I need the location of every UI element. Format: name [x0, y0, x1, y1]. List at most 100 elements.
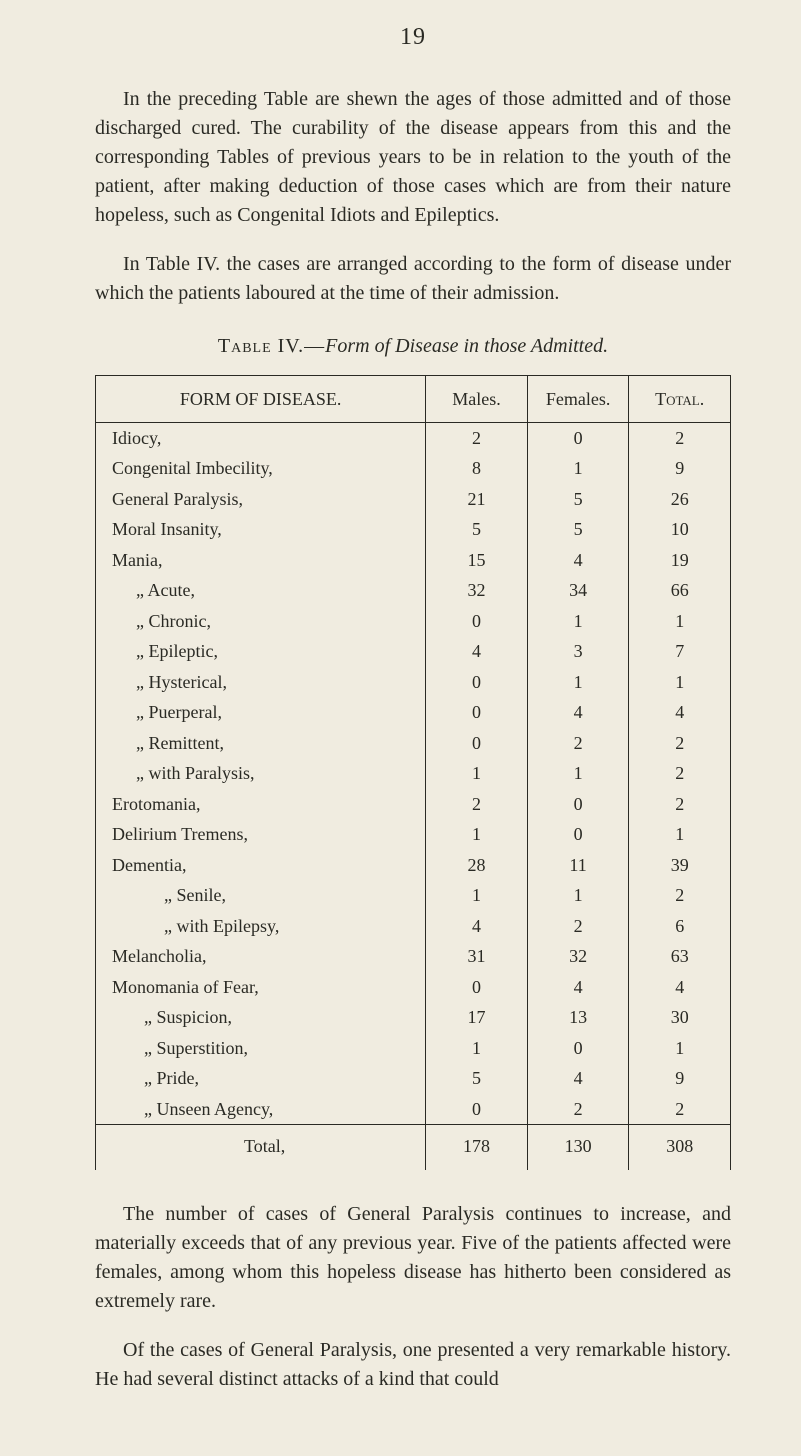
row-males: 0 [426, 1094, 528, 1125]
row-total: 4 [629, 697, 731, 728]
row-label: „ Hysterical, [96, 667, 426, 698]
table-row: Melancholia,313263 [96, 941, 731, 972]
row-males: 4 [426, 911, 528, 942]
row-label: „ Acute, [96, 575, 426, 606]
row-label: Mania, [96, 545, 426, 576]
paragraph-4: Of the cases of General Paralysis, one p… [95, 1336, 731, 1394]
row-males: 2 [426, 789, 528, 820]
row-total: 19 [629, 545, 731, 576]
row-males: 21 [426, 484, 528, 515]
row-total: 1 [629, 606, 731, 637]
row-females: 34 [527, 575, 629, 606]
row-males: 31 [426, 941, 528, 972]
col-females: Females. [527, 375, 629, 422]
table-row: „ with Paralysis,112 [96, 758, 731, 789]
row-label: General Paralysis, [96, 484, 426, 515]
col-form: FORM OF DISEASE. [96, 375, 426, 422]
row-females: 1 [527, 880, 629, 911]
table-row: Monomania of Fear,044 [96, 972, 731, 1003]
row-total: 2 [629, 758, 731, 789]
table-row: „ Unseen Agency,022 [96, 1094, 731, 1125]
paragraph-2: In Table IV. the cases are arranged acco… [95, 250, 731, 308]
row-females: 1 [527, 453, 629, 484]
table-total-row: Total,178130308 [96, 1125, 731, 1170]
row-total: 4 [629, 972, 731, 1003]
row-label: „ Superstition, [96, 1033, 426, 1064]
table-row: Delirium Tremens,101 [96, 819, 731, 850]
row-males: 15 [426, 545, 528, 576]
table-row: Moral Insanity,5510 [96, 514, 731, 545]
row-males: 5 [426, 1063, 528, 1094]
table-row: „ with Epilepsy,426 [96, 911, 731, 942]
row-total: 7 [629, 636, 731, 667]
row-females: 5 [527, 514, 629, 545]
row-total: 6 [629, 911, 731, 942]
table-row: „ Hysterical,011 [96, 667, 731, 698]
row-total: 2 [629, 880, 731, 911]
row-males: 4 [426, 636, 528, 667]
page: 19 In the preceding Table are shewn the … [0, 0, 801, 1456]
row-total: 2 [629, 789, 731, 820]
row-total: 9 [629, 453, 731, 484]
table-row: Idiocy,202 [96, 422, 731, 453]
row-females: 4 [527, 697, 629, 728]
row-females: 4 [527, 1063, 629, 1094]
disease-table: FORM OF DISEASE. Males. Females. Total. … [95, 375, 731, 1170]
total-females: 130 [527, 1125, 629, 1170]
row-label: Melancholia, [96, 941, 426, 972]
row-males: 5 [426, 514, 528, 545]
table-row: Erotomania,202 [96, 789, 731, 820]
table-row: „ Suspicion,171330 [96, 1002, 731, 1033]
row-label: „ Senile, [96, 880, 426, 911]
table-row: „ Remittent,022 [96, 728, 731, 759]
table-row: „ Chronic,011 [96, 606, 731, 637]
table-row: General Paralysis,21526 [96, 484, 731, 515]
row-total: 39 [629, 850, 731, 881]
row-label: „ Unseen Agency, [96, 1094, 426, 1125]
row-total: 66 [629, 575, 731, 606]
row-males: 1 [426, 758, 528, 789]
row-females: 4 [527, 545, 629, 576]
row-total: 30 [629, 1002, 731, 1033]
paragraph-3: The number of cases of General Paralysis… [95, 1200, 731, 1316]
row-label: „ Remittent, [96, 728, 426, 759]
row-label: „ Chronic, [96, 606, 426, 637]
row-label: „ Suspicion, [96, 1002, 426, 1033]
row-label: „ with Paralysis, [96, 758, 426, 789]
row-males: 0 [426, 667, 528, 698]
row-males: 8 [426, 453, 528, 484]
row-females: 13 [527, 1002, 629, 1033]
col-total: Total. [629, 375, 731, 422]
row-label: Monomania of Fear, [96, 972, 426, 1003]
table-row: Dementia,281139 [96, 850, 731, 881]
page-number: 19 [95, 20, 731, 55]
row-total: 63 [629, 941, 731, 972]
total-males: 178 [426, 1125, 528, 1170]
row-females: 1 [527, 758, 629, 789]
row-label: „ Pride, [96, 1063, 426, 1094]
col-males: Males. [426, 375, 528, 422]
table-row: „ Acute,323466 [96, 575, 731, 606]
row-males: 28 [426, 850, 528, 881]
row-males: 0 [426, 606, 528, 637]
paragraph-1: In the preceding Table are shewn the age… [95, 85, 731, 230]
row-females: 1 [527, 606, 629, 637]
row-label: Idiocy, [96, 422, 426, 453]
row-label: Moral Insanity, [96, 514, 426, 545]
row-label: Delirium Tremens, [96, 819, 426, 850]
row-females: 0 [527, 422, 629, 453]
table-body: Idiocy,202Congenital Imbecility,819Gener… [96, 422, 731, 1170]
row-females: 2 [527, 728, 629, 759]
row-total: 1 [629, 1033, 731, 1064]
table-row: „ Puerperal,044 [96, 697, 731, 728]
row-females: 32 [527, 941, 629, 972]
row-females: 0 [527, 789, 629, 820]
table-row: „ Epileptic,437 [96, 636, 731, 667]
row-total: 10 [629, 514, 731, 545]
row-total: 1 [629, 819, 731, 850]
table-title: Table IV.—Form of Disease in those Admit… [95, 332, 731, 361]
row-total: 2 [629, 1094, 731, 1125]
row-females: 0 [527, 1033, 629, 1064]
row-males: 2 [426, 422, 528, 453]
row-total: 2 [629, 728, 731, 759]
